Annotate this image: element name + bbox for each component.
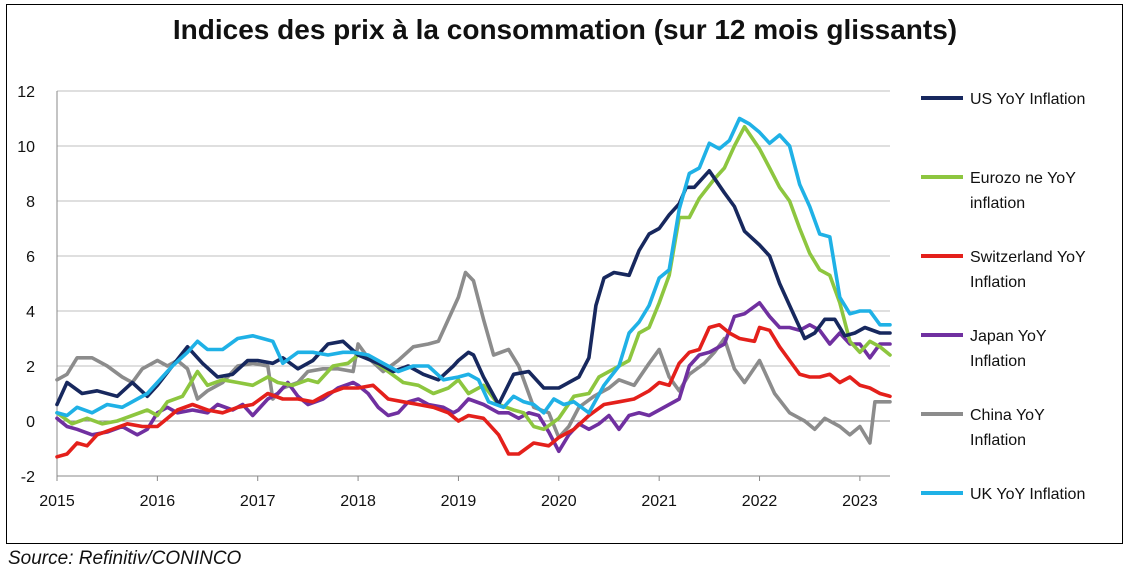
- y-tick-label: 6: [26, 249, 35, 266]
- legend-label: Inflation: [970, 432, 1026, 449]
- series-line-us-yoy-inflation: [55, 169, 892, 407]
- legend-label: inflation: [970, 195, 1025, 212]
- x-tick-label: 2016: [140, 493, 176, 510]
- source-note: Source: Refinitiv/CONINCO: [8, 548, 242, 569]
- legend-label: US YoY Inflation: [970, 91, 1085, 108]
- series-line-uk-yoy-inflation: [55, 116, 892, 418]
- legend: US YoY Inflation Eurozo ne YoY inflation Sw…: [921, 91, 1086, 503]
- y-tick-label: 2: [26, 359, 35, 376]
- legend-label: UK YoY Inflation: [970, 486, 1085, 503]
- x-tick-label: 2023: [842, 493, 878, 510]
- chart-title: Indices des prix à la consommation (sur …: [172, 14, 958, 45]
- legend-label: Inflation: [970, 353, 1026, 370]
- series-line-switzerland-yoy-inflation: [55, 323, 892, 459]
- x-tick-label: 2021: [641, 493, 677, 510]
- series-line-japan-yoy-inflation: [55, 301, 892, 454]
- y-tick-label: -2: [21, 469, 35, 486]
- legend-label: Switzerland YoY: [970, 249, 1086, 266]
- y-tick-label: 0: [26, 414, 35, 431]
- legend-label: Inflation: [970, 274, 1026, 291]
- series-line-china-yoy-inflation: [55, 270, 892, 445]
- y-tick-label: 4: [26, 304, 35, 321]
- chart-frame: [6, 4, 1123, 544]
- x-tick-label: 2020: [541, 493, 577, 510]
- legend-label: Japan YoY: [970, 328, 1047, 345]
- x-tick-label: 2019: [441, 493, 477, 510]
- series-lines: [55, 116, 892, 459]
- legend-label: Eurozo ne YoY: [970, 170, 1076, 187]
- x-tick-label: 2017: [240, 493, 276, 510]
- x-tick-label: 2018: [340, 493, 376, 510]
- y-tick-label: 12: [17, 84, 35, 101]
- legend-label: China YoY: [970, 407, 1045, 424]
- y-tick-label: 8: [26, 194, 35, 211]
- series-line-eurozone-yoy-inflation: [55, 125, 892, 432]
- y-tick-label: 10: [17, 139, 35, 156]
- x-tick-label: 2015: [39, 493, 75, 510]
- x-tick-label: 2022: [742, 493, 778, 510]
